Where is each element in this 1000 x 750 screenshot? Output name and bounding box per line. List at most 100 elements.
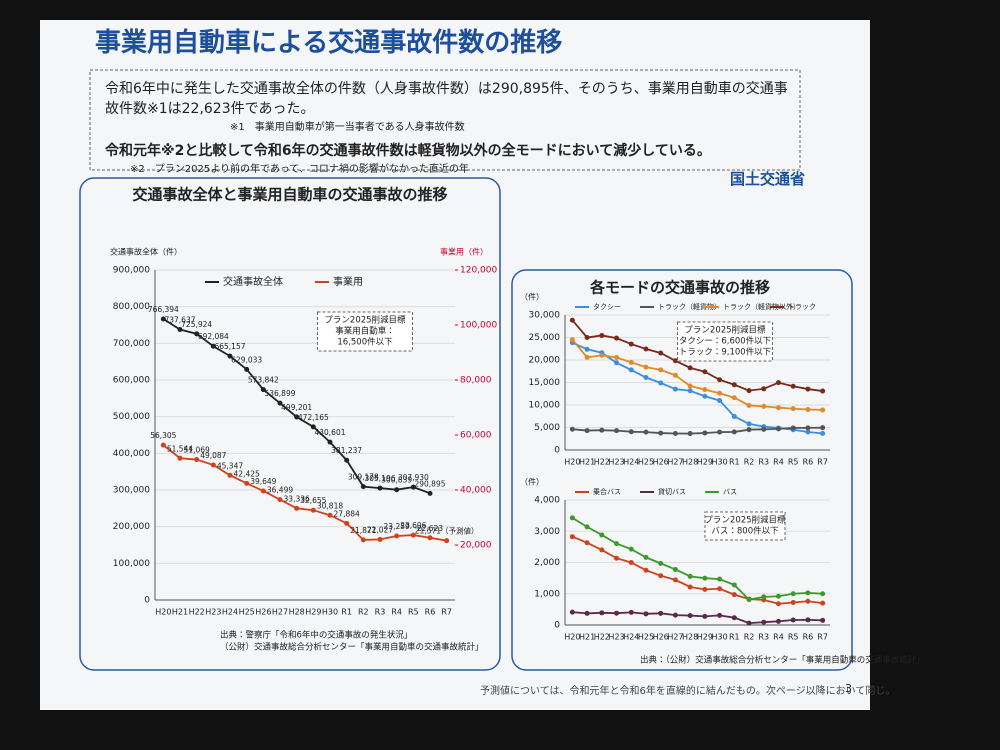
y2-tick-label: 60,000 <box>460 431 492 441</box>
x-tick-label: H29 <box>305 608 321 617</box>
y-tick-label: 20,000 <box>529 356 561 366</box>
value-label: 307,930 <box>398 473 429 482</box>
x-tick-label: H28 <box>289 608 305 617</box>
x-tick-label: H22 <box>594 633 610 642</box>
point <box>599 352 605 358</box>
point <box>277 497 283 503</box>
point <box>687 613 693 619</box>
point <box>310 424 316 430</box>
point <box>599 427 605 433</box>
annotation-box <box>677 321 773 362</box>
point <box>731 582 737 588</box>
value-label: 42,425 <box>234 469 260 478</box>
point <box>731 592 737 598</box>
point <box>584 610 590 616</box>
x-tick-label: H25 <box>638 633 654 642</box>
point <box>377 536 383 542</box>
point <box>444 538 450 544</box>
y-axis-label: （件） <box>520 292 544 302</box>
y-tick-label: 1,000 <box>534 589 560 599</box>
point <box>687 365 693 371</box>
point <box>614 541 620 547</box>
point <box>687 584 693 590</box>
x-tick-label: H30 <box>711 458 727 467</box>
value-label: 22,027 <box>367 525 393 534</box>
x-tick-label: H20 <box>564 458 580 467</box>
y-tick-label: 200,000 <box>113 522 150 532</box>
point <box>360 484 366 490</box>
point <box>790 383 796 389</box>
x-tick-label: H24 <box>623 633 639 642</box>
x-tick-label: H30 <box>711 633 727 642</box>
annotation-box <box>704 511 786 541</box>
legend-label: トラック（軽貨物以外） <box>723 302 800 311</box>
annotation: プラン2025削減目標 <box>324 315 406 326</box>
bullet: 令和6年中に発生した交通事故全体の件数（人身事故件数）は290,895件、そのう… <box>105 81 788 117</box>
chart-title: 交通事故全体と事業用自動車の交通事故の推移 <box>132 186 447 204</box>
x-tick-label: R1 <box>341 608 352 617</box>
point <box>260 488 266 494</box>
right-panel <box>511 269 853 671</box>
value-label: 499,201 <box>281 403 312 412</box>
value-label: 21,871 <box>350 526 376 535</box>
x-tick-label: H21 <box>579 458 595 467</box>
x-tick-label: H27 <box>667 633 683 642</box>
point <box>410 532 416 538</box>
point <box>746 388 752 394</box>
y-tick-label: 4,000 <box>534 496 560 506</box>
point <box>344 520 350 526</box>
point <box>805 386 811 392</box>
value-label: 45,347 <box>217 461 243 470</box>
point <box>194 331 200 337</box>
legend-label: 事業用 <box>333 275 363 288</box>
legend-label: 交通事故全体 <box>223 275 283 288</box>
y-tick-label: 800,000 <box>113 302 150 312</box>
slide <box>40 20 870 710</box>
point <box>790 600 796 605</box>
point <box>643 374 649 380</box>
point <box>614 610 620 616</box>
source: 出典：警察庁「令和6年中の交通事故の発生状況」 <box>220 630 412 641</box>
point <box>731 615 737 621</box>
point <box>672 358 678 364</box>
point <box>569 337 575 343</box>
point <box>599 610 605 616</box>
point <box>775 601 781 607</box>
point <box>658 367 664 373</box>
point <box>775 380 781 386</box>
point <box>702 613 708 619</box>
value-label: 30,818 <box>317 501 343 510</box>
point <box>160 442 166 448</box>
point <box>643 554 649 560</box>
x-tick-label: R3 <box>375 608 386 617</box>
point <box>658 380 664 386</box>
legend-label: 貸切バス <box>658 487 686 496</box>
x-tick-label: H28 <box>682 633 698 642</box>
point <box>427 535 433 541</box>
value-label: 290,895 <box>414 479 445 488</box>
x-tick-label: H20 <box>564 633 580 642</box>
point <box>569 534 575 540</box>
x-tick-label: R5 <box>408 608 419 617</box>
point <box>717 429 723 435</box>
value-label: 23,259 <box>384 522 410 531</box>
y-tick-label: 0 <box>554 621 560 631</box>
point <box>805 590 811 596</box>
point <box>717 612 723 618</box>
value-label: 305,196 <box>364 474 395 483</box>
value-label: 725,924 <box>181 320 212 329</box>
point <box>410 484 416 490</box>
x-tick-label: H25 <box>239 608 255 617</box>
x-tick-label: R6 <box>803 633 814 642</box>
point <box>672 372 678 378</box>
note: ※1 事業用自動車が第一当事者である人身事故件数 <box>230 122 465 133</box>
point <box>702 393 708 399</box>
x-tick-label: R3 <box>758 633 769 642</box>
point <box>327 439 333 445</box>
value-label: 766,394 <box>148 305 179 314</box>
point <box>672 566 678 572</box>
x-tick-label: H23 <box>608 633 624 642</box>
point <box>569 426 575 432</box>
legend-label: 乗合バス <box>593 487 621 496</box>
value-label: 300,839 <box>381 476 412 485</box>
